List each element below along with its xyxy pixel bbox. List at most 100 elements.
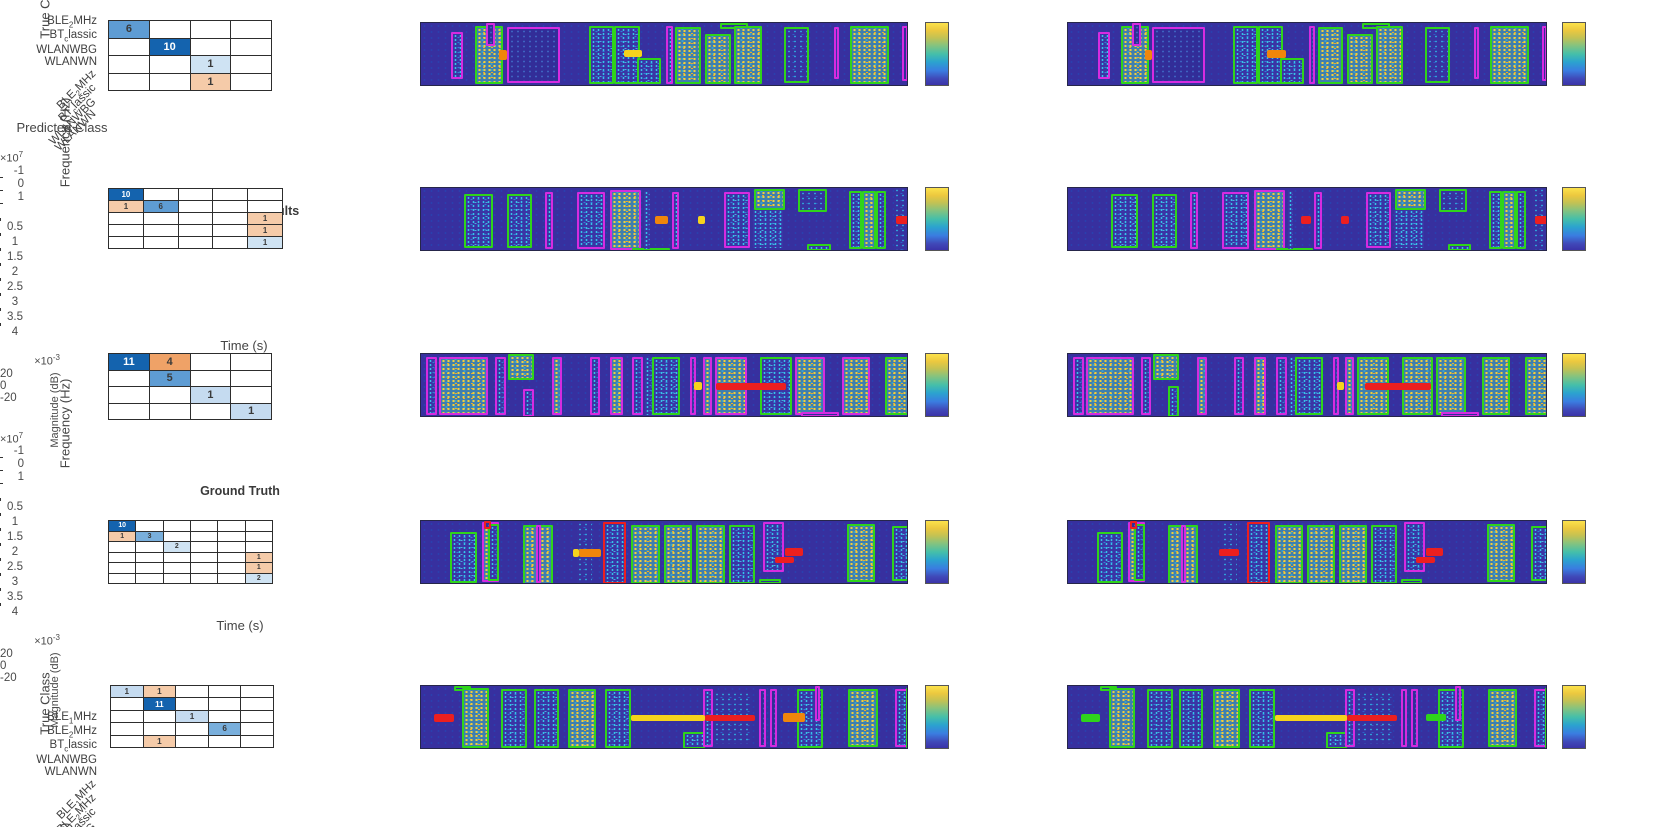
confusion-cell bbox=[217, 572, 246, 584]
x-axis-multiplier: ×10-3 bbox=[34, 633, 60, 648]
signal-block bbox=[1097, 31, 1110, 80]
signal-block bbox=[483, 521, 492, 529]
signal-block bbox=[1441, 411, 1479, 416]
cluster-marker-red bbox=[1341, 216, 1349, 224]
confusion-cell bbox=[240, 734, 274, 748]
confusion-cell bbox=[240, 685, 274, 699]
signal-block bbox=[1338, 524, 1367, 583]
signal-block bbox=[1370, 524, 1397, 583]
confusion-cell bbox=[108, 386, 150, 404]
cluster-marker-yellow bbox=[1336, 382, 1345, 390]
signal-block bbox=[1524, 356, 1546, 416]
cluster-marker-red bbox=[715, 382, 787, 390]
y-tick-mark bbox=[0, 457, 3, 459]
x-tick-mark bbox=[0, 528, 1, 532]
spectrogram-plot-clustering bbox=[420, 187, 908, 251]
signal-block bbox=[850, 25, 890, 85]
x-tick-mark bbox=[0, 603, 1, 607]
colorbar-tick-label: 20 bbox=[0, 647, 13, 660]
cluster-marker-orange bbox=[579, 548, 602, 557]
x-tick-label: 0.5 bbox=[7, 220, 23, 233]
signal-block bbox=[1253, 357, 1267, 415]
confusion-matrix: 10 1 3 2 1 1 2 bbox=[108, 520, 273, 584]
confusion-cell bbox=[148, 402, 191, 420]
signal-block bbox=[1247, 521, 1270, 583]
signal-block bbox=[632, 357, 644, 415]
row-class-label: BTclassic bbox=[49, 29, 97, 44]
x-tick-label: 3 bbox=[11, 576, 19, 589]
confusion-matrix: 11 4 5 1 1 bbox=[108, 353, 272, 420]
cluster-marker-yellow bbox=[623, 49, 643, 57]
x-tick-label: 4 bbox=[11, 325, 19, 338]
confusion-cell bbox=[230, 20, 272, 39]
confusion-cell bbox=[189, 20, 232, 39]
signal-block bbox=[770, 688, 777, 748]
signal-block bbox=[1516, 191, 1526, 249]
row-class-label: BLE1MHz bbox=[47, 710, 97, 726]
confusion-cell bbox=[177, 236, 214, 249]
signal-block bbox=[1345, 357, 1354, 415]
y-tick-label: 1 bbox=[17, 471, 24, 484]
confusion-cell bbox=[207, 697, 242, 711]
signal-block bbox=[1249, 689, 1275, 748]
spectrogram-plot-clustering bbox=[420, 353, 908, 417]
signal-block bbox=[802, 746, 823, 748]
signal-block bbox=[800, 411, 839, 416]
signal-block bbox=[1189, 192, 1199, 249]
signal-block bbox=[450, 531, 478, 583]
y-tick-label: 0 bbox=[17, 458, 24, 471]
confusion-matrix: 10 1 6 1 1 1 bbox=[108, 188, 283, 249]
signal-block bbox=[1474, 26, 1479, 80]
x-tick-mark bbox=[0, 217, 1, 221]
signal-block bbox=[702, 357, 712, 415]
x-tick-mark bbox=[0, 513, 1, 517]
x-tick-mark bbox=[0, 292, 1, 296]
signal-block bbox=[501, 689, 528, 748]
signal-block bbox=[876, 191, 887, 249]
confusion-cell bbox=[108, 37, 150, 56]
signal-block bbox=[1253, 189, 1285, 250]
signal-block bbox=[645, 357, 655, 415]
signal-block bbox=[1132, 23, 1141, 47]
confusion-cell bbox=[240, 697, 274, 711]
confusion-cell bbox=[230, 55, 272, 74]
signal-block bbox=[784, 26, 810, 84]
y-tick-mark bbox=[0, 470, 3, 472]
signal-block bbox=[1280, 57, 1304, 85]
x-tick-label: 2.5 bbox=[7, 280, 23, 293]
signal-block bbox=[1152, 27, 1205, 83]
cluster-marker-orange bbox=[499, 49, 507, 61]
colorbar-tick-label: 0 bbox=[0, 379, 7, 392]
signal-block bbox=[486, 23, 495, 47]
signal-block bbox=[1534, 689, 1546, 747]
colorbar bbox=[1562, 187, 1586, 251]
x-tick-mark bbox=[0, 307, 1, 311]
signal-block bbox=[834, 26, 839, 80]
signal-block bbox=[663, 524, 693, 583]
confusion-cell bbox=[110, 709, 144, 724]
signal-block bbox=[1326, 732, 1348, 748]
colorbar bbox=[1562, 353, 1586, 417]
cluster-marker-yellow bbox=[631, 715, 706, 722]
cluster-marker-orange bbox=[655, 215, 669, 224]
confusion-cell bbox=[162, 572, 191, 584]
confusion-cell bbox=[189, 353, 232, 371]
signal-block bbox=[464, 193, 493, 248]
confusion-cell bbox=[142, 722, 177, 736]
confusion-cell: 5 bbox=[148, 369, 191, 387]
x-tick-mark bbox=[0, 247, 1, 251]
signal-block bbox=[849, 191, 863, 249]
signal-block bbox=[632, 247, 671, 250]
signal-block bbox=[1146, 689, 1173, 748]
signal-block bbox=[734, 25, 762, 85]
signal-block bbox=[1197, 357, 1207, 415]
row-class-label: BTclassic bbox=[49, 739, 97, 754]
x-tick-mark bbox=[0, 262, 1, 266]
signal-block bbox=[841, 357, 870, 415]
signal-block bbox=[1400, 578, 1423, 583]
signal-block bbox=[1447, 244, 1472, 250]
y-tick-label: -1 bbox=[13, 445, 24, 458]
x-tick-label: 1 bbox=[11, 516, 19, 529]
signal-block bbox=[544, 192, 554, 249]
